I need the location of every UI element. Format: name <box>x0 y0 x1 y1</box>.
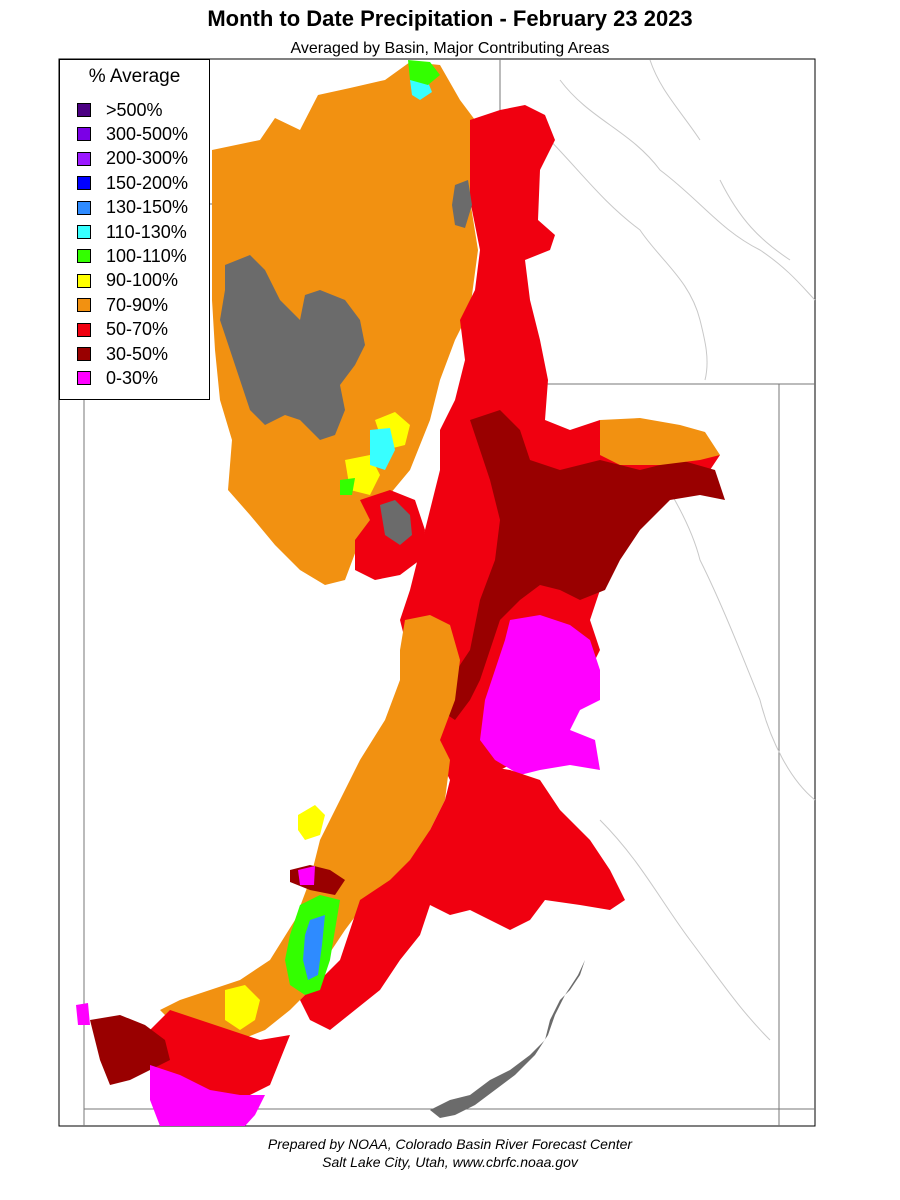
legend-swatch <box>77 103 91 117</box>
legend-label: >500% <box>106 99 163 120</box>
basin-50-70-south <box>300 760 625 1030</box>
basin-100-110-b <box>408 60 440 85</box>
legend-label: 50-70% <box>106 319 169 340</box>
basin-130-150 <box>303 915 325 980</box>
footer-line2: Salt Lake City, Utah, www.cbrfc.noaa.gov <box>322 1154 578 1170</box>
legend-swatch <box>77 322 91 337</box>
legend-title: % Average <box>88 66 181 87</box>
legend-label: 150-200% <box>106 172 189 193</box>
legend-label: 100-110% <box>106 245 187 266</box>
legend-label: 130-150% <box>106 197 189 218</box>
map-title: Month to Date Precipitation - February 2… <box>207 6 693 31</box>
no-data-regions <box>220 180 585 1118</box>
map-frame <box>58 58 816 1127</box>
basin-70-90-east <box>600 418 720 465</box>
legend-item: 150-200% <box>77 171 188 195</box>
basin-100-110-c <box>340 478 355 495</box>
legend-item: 100-110% <box>77 244 187 268</box>
legend-item: 70-90% <box>77 293 168 317</box>
legend: % Average >500% 300-500% 200-300% 150-200% 1… <box>59 59 210 400</box>
legend-swatch <box>77 225 91 239</box>
legend-label: 300-500% <box>106 123 189 144</box>
legend-swatch <box>77 200 91 215</box>
legend-item: 50-70% <box>77 318 168 342</box>
legend-swatch <box>77 127 91 142</box>
basin-70-90-central <box>160 615 460 1040</box>
legend-item: >500% <box>77 98 163 122</box>
legend-item: 200-300% <box>77 147 188 171</box>
basin-0-30-b <box>298 866 315 885</box>
legend-swatch <box>77 176 91 191</box>
lake-powell-arm <box>430 960 585 1118</box>
great-salt-lake <box>220 255 365 440</box>
legend-item: 0-30% <box>77 366 158 390</box>
legend-swatch <box>77 249 91 264</box>
utah-lake <box>380 500 412 545</box>
legend-label: 110-130% <box>106 221 187 242</box>
legend-label: 90-100% <box>106 270 179 291</box>
basin-50-70-sw <box>145 1010 290 1095</box>
basin-regions <box>76 60 725 1126</box>
legend-swatch <box>77 298 91 313</box>
legend-swatch <box>77 371 91 386</box>
basin-90-100-b <box>225 985 260 1030</box>
basin-0-30-c <box>76 1003 90 1025</box>
legend-label: 70-90% <box>106 294 169 315</box>
legend-label: 30-50% <box>106 343 169 364</box>
legend-item: 30-50% <box>77 342 168 366</box>
basin-90-100 <box>298 805 325 840</box>
legend-item: 130-150% <box>77 196 188 220</box>
legend-swatch <box>77 273 91 288</box>
map-subtitle: Averaged by Basin, Major Contributing Ar… <box>290 40 610 57</box>
basin-0-30 <box>480 615 600 775</box>
legend-swatch <box>77 151 91 166</box>
bear-lake <box>452 180 472 228</box>
legend-swatch <box>77 347 91 361</box>
basin-30-50 <box>440 410 725 720</box>
legend-label: 0-30% <box>106 367 159 388</box>
basin-110-130 <box>370 428 395 470</box>
legend-item: 300-500% <box>77 122 188 146</box>
footer-line1: Prepared by NOAA, Colorado Basin River F… <box>267 1136 633 1152</box>
legend-item: 110-130% <box>77 220 187 244</box>
legend-item: 90-100% <box>77 269 178 293</box>
legend-label: 200-300% <box>106 148 189 169</box>
basin-0-30-sw <box>150 1065 265 1126</box>
